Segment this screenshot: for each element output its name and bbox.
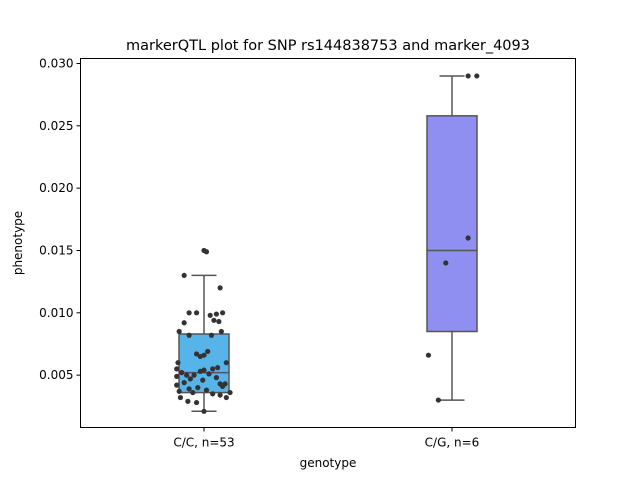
data-point <box>210 366 216 372</box>
box-iqr <box>426 115 478 333</box>
data-point <box>216 318 222 325</box>
axes-frame <box>80 58 576 428</box>
data-point <box>181 272 187 279</box>
data-point <box>208 332 215 338</box>
data-point <box>206 371 212 377</box>
y-tick-label: 0.010 <box>39 306 73 320</box>
data-point <box>435 397 441 403</box>
data-point <box>203 387 210 393</box>
data-point <box>185 398 191 404</box>
data-point <box>197 368 203 375</box>
data-point <box>186 332 192 338</box>
data-point <box>201 408 207 414</box>
data-point <box>474 73 480 79</box>
x-axis-label: genotype <box>300 456 357 470</box>
data-point <box>193 310 200 316</box>
data-point <box>223 360 229 366</box>
data-point <box>205 348 211 355</box>
x-tick-label: C/G, n=6 <box>425 436 480 450</box>
data-point <box>213 375 219 381</box>
data-point <box>425 352 432 358</box>
data-point <box>190 389 196 396</box>
data-point <box>213 311 219 317</box>
y-axis-label: phenotype <box>11 211 25 275</box>
data-point <box>184 372 190 378</box>
data-point <box>176 388 182 394</box>
data-point <box>179 370 185 376</box>
data-point <box>187 376 193 382</box>
y-tick-label: 0.030 <box>39 56 73 70</box>
y-tick-label: 0.005 <box>39 368 73 382</box>
data-point <box>203 249 210 255</box>
data-point <box>227 389 233 396</box>
y-axis-ticks: 0.005 0.010 0.015 0.020 0.025 0.030 <box>39 56 81 382</box>
data-point <box>176 328 182 335</box>
data-point <box>223 394 229 401</box>
data-point <box>177 394 184 401</box>
data-point <box>186 310 192 316</box>
y-tick-label: 0.025 <box>39 119 73 133</box>
chart-title: markerQTL plot for SNP rs144838753 and m… <box>126 38 530 54</box>
data-point <box>195 385 201 391</box>
data-point <box>443 260 449 266</box>
data-point <box>193 399 200 406</box>
data-point <box>197 353 203 360</box>
data-point <box>465 235 471 241</box>
data-point <box>175 360 181 366</box>
data-point <box>200 377 206 383</box>
data-point <box>181 380 187 386</box>
data-point <box>211 317 217 323</box>
x-axis-ticks: C/C, n=53 C/G, n=6 <box>173 427 480 450</box>
data-point <box>191 372 197 378</box>
data-point <box>210 391 216 397</box>
data-point <box>217 392 223 398</box>
y-tick-label: 0.015 <box>39 243 73 257</box>
data-point <box>181 320 187 326</box>
plot-content <box>174 73 480 414</box>
data-point <box>220 310 226 316</box>
data-point <box>186 386 192 392</box>
data-point <box>215 365 221 371</box>
data-point <box>207 312 213 318</box>
data-point <box>218 328 224 335</box>
data-point <box>217 285 223 291</box>
data-point <box>174 373 180 379</box>
data-point <box>220 383 226 389</box>
data-point <box>465 73 471 79</box>
data-point <box>174 382 180 388</box>
y-tick-label: 0.020 <box>39 181 73 195</box>
x-tick-label: C/C, n=53 <box>173 436 234 450</box>
data-point <box>193 351 200 357</box>
data-point <box>174 366 180 372</box>
